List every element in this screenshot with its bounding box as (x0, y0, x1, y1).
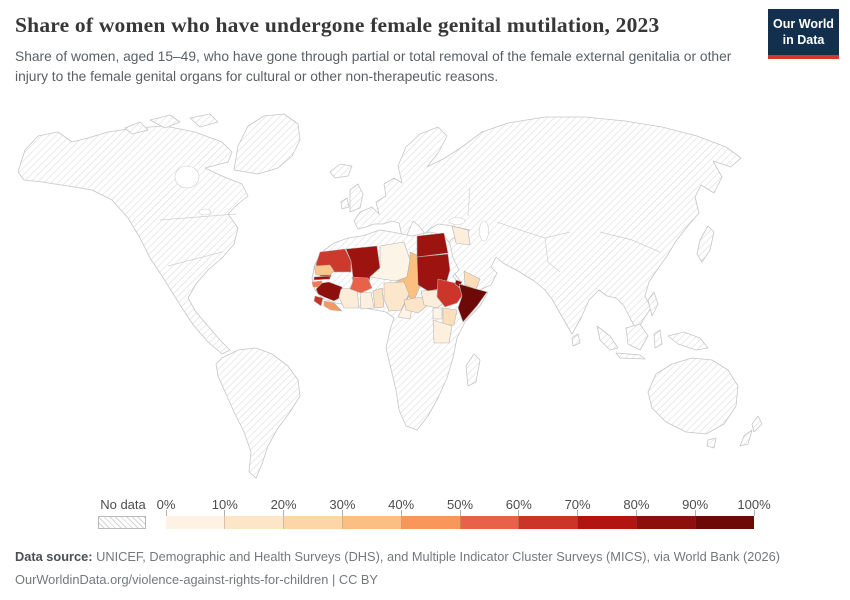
sri-lanka (571, 333, 581, 347)
country-togo-benin[interactable]: Togo & Benin (372, 287, 385, 309)
country-liberia[interactable]: Liberia (323, 300, 343, 312)
country-gambia[interactable]: Gambia (313, 275, 331, 281)
arctic-islands (124, 113, 219, 135)
country-nigeria[interactable]: Nigeria (383, 281, 410, 312)
legend-tick-mark (459, 510, 461, 516)
great-lakes (198, 208, 212, 216)
legend-tick-label: 30% (329, 497, 356, 512)
chart-footer: Data source: UNICEF, Demographic and Hea… (15, 545, 780, 591)
lakes (174, 165, 489, 242)
legend-tick-mark (224, 510, 226, 516)
japan (696, 225, 715, 263)
legend-tick-label: 90% (682, 497, 709, 512)
map-legend: No data 0% 10% 20% 30% 40% 50% 60% 70% 80% 90% 100… (0, 497, 850, 535)
greenland (233, 113, 301, 175)
country-central-african-republic[interactable]: Central African Republic (403, 296, 428, 314)
legend-bin[interactable] (696, 516, 755, 529)
legend-tick-label: 50% (446, 497, 474, 512)
country-yemen[interactable]: Yemen (463, 270, 481, 290)
southeast-asia-islands (596, 291, 709, 360)
legend-tick-mark (635, 510, 637, 516)
continent-south-america (215, 347, 301, 479)
country-sierra-leone[interactable]: Sierra Leone (313, 295, 324, 307)
data-source-line: Data source: UNICEF, Demographic and Hea… (15, 545, 780, 568)
country-borders (159, 187, 661, 273)
legend-tick-label: 40% (388, 497, 415, 512)
data-countries: MauritaniaMaliNigerChadSenegalGambiaGuin… (311, 225, 488, 344)
country-djibouti[interactable]: Djibouti (454, 279, 463, 288)
country-somalia[interactable]: Somalia (457, 283, 488, 323)
legend-tick-mark (753, 510, 755, 516)
legend-bin[interactable] (637, 516, 697, 529)
black-sea (448, 217, 466, 225)
iceland (329, 163, 353, 179)
legend-tick-mark (400, 510, 402, 516)
australia (647, 357, 739, 449)
legend-tick-label: 10% (211, 497, 238, 512)
no-data-label: No data (100, 497, 146, 512)
owid-logo-line1: Our World (773, 17, 834, 31)
legend-tick-label: 0% (156, 497, 176, 512)
legend-bin[interactable] (342, 516, 402, 529)
country-tanzania[interactable]: Tanzania (432, 319, 453, 344)
legend-tick-label: 100% (737, 497, 771, 512)
legend-tick-label: 60% (505, 497, 532, 512)
chart-subtitle: Share of women, aged 15–49, who have gon… (15, 49, 732, 84)
legend-tick-label: 20% (270, 497, 297, 512)
data-source-label: Data source: (15, 549, 93, 564)
country-uganda[interactable]: Uganda (432, 307, 443, 320)
new-zealand (739, 415, 763, 447)
country-ghana[interactable]: Ghana (359, 291, 375, 310)
legend-tick-mark (165, 510, 167, 516)
legend-bin[interactable] (166, 516, 225, 529)
country-egypt[interactable]: Egypt (416, 232, 449, 258)
world-map: MauritaniaMaliNigerChadSenegalGambiaGuin… (17, 113, 763, 479)
madagascar (465, 353, 481, 387)
owid-logo-line2: in Data (782, 33, 825, 48)
legend-tick-label: 70% (564, 497, 591, 512)
legend-tick-mark (283, 510, 285, 516)
chart-header: Share of women who have undergone female… (15, 13, 760, 87)
data-source-text: UNICEF, Demographic and Health Surveys (… (92, 549, 781, 564)
legend-tick-label: 80% (623, 497, 650, 512)
legend-bin[interactable] (401, 516, 461, 529)
owid-logo[interactable]: Our World in Data (768, 9, 839, 59)
country-kenya[interactable]: Kenya (442, 307, 458, 326)
legend-tick-mark (577, 510, 579, 516)
legend-bin[interactable] (283, 516, 343, 529)
page-title: Share of women who have undergone female… (15, 13, 660, 37)
legend-bin[interactable] (224, 516, 284, 529)
continent-eurasia (353, 116, 742, 335)
country-niger[interactable]: Niger (369, 241, 411, 282)
caspian-sea (479, 220, 489, 242)
legend-color-bar (166, 516, 755, 529)
legend-bin[interactable] (460, 516, 520, 529)
continent-north-america (17, 125, 249, 355)
legend-bin[interactable] (578, 516, 638, 529)
url-license-line[interactable]: OurWorldinData.org/violence-against-righ… (15, 572, 378, 588)
legend-tick-mark (694, 510, 696, 516)
legend-bin[interactable] (519, 516, 579, 529)
country-iraq[interactable]: Iraq (451, 225, 471, 246)
hudson-bay (174, 165, 200, 189)
legend-tick-mark (518, 510, 520, 516)
british-isles (340, 183, 364, 213)
no-data-swatch[interactable] (98, 516, 146, 529)
legend-tick-mark (341, 510, 343, 516)
country-senegal[interactable]: Senegal (313, 264, 335, 276)
